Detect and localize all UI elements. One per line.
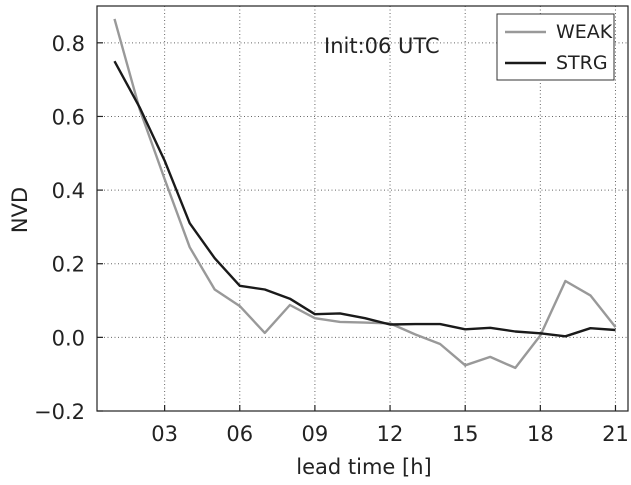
y-tick-label: 0.6 <box>52 105 85 129</box>
legend: WEAK STRG <box>496 13 615 81</box>
x-tick-label: 12 <box>377 422 404 446</box>
y-axis-label: NVD <box>8 187 32 233</box>
x-axis-label: lead time [h] <box>296 455 431 479</box>
x-tick-label: 18 <box>527 422 554 446</box>
y-tick-label: 0.4 <box>52 179 85 203</box>
axis-ticks: 03 06 09 12 15 18 21 −0.2 0.0 0.2 0.4 0.6 0.8 <box>34 32 629 446</box>
legend-box <box>496 13 615 81</box>
legend-label-weak: WEAK <box>556 21 613 43</box>
y-tick-label: 0.8 <box>52 32 85 56</box>
x-tick-label: 21 <box>602 422 629 446</box>
y-tick-label: 0.2 <box>52 253 85 277</box>
x-tick-label: 03 <box>151 422 178 446</box>
plot-frame <box>96 5 629 412</box>
init-annotation: Init:06 UTC <box>324 34 440 58</box>
x-tick-label: 06 <box>226 422 253 446</box>
legend-label-strg: STRG <box>556 52 608 74</box>
y-tick-label: −0.2 <box>34 400 85 424</box>
series-lines <box>113 18 617 370</box>
y-tick-label: 0.0 <box>52 326 85 350</box>
x-tick-label: 15 <box>452 422 479 446</box>
x-tick-label: 09 <box>302 422 329 446</box>
series-line-weak <box>113 18 617 370</box>
series-line-strg <box>113 60 616 338</box>
